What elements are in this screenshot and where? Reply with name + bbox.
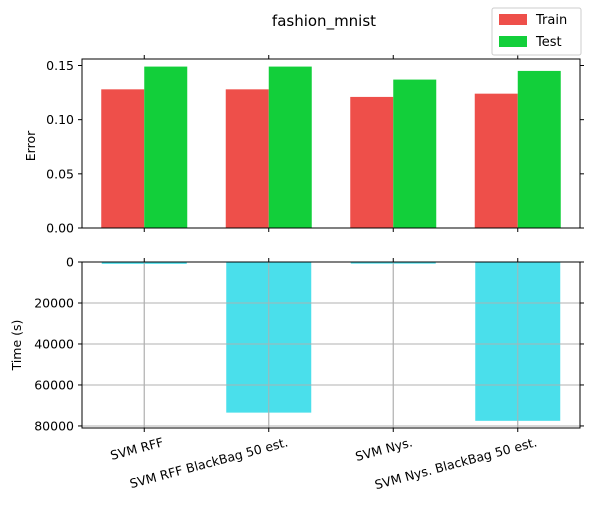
time-axes-frame (81, 261, 581, 429)
time-ytick-label: 0 (66, 255, 74, 270)
bar-train-0 (101, 89, 145, 228)
legend-swatch-test (499, 36, 527, 47)
time-ytick-label: 60000 (34, 377, 74, 392)
chart-title: fashion_mnist (272, 12, 376, 31)
error-ytick-label: 0.10 (46, 112, 74, 127)
bar-test-2 (393, 79, 437, 228)
time-ytick-label: 80000 (34, 418, 74, 433)
error-axes-frame (81, 58, 581, 229)
bar-train-1 (225, 89, 269, 228)
error-ytick-label: 0.00 (46, 221, 74, 236)
error-panel: 0.00 0.05 0.10 0.15 (46, 55, 584, 236)
error-ytick-label: 0.05 (46, 166, 74, 181)
legend-swatch-train (499, 14, 527, 25)
legend: Train Test (491, 7, 582, 56)
xtick-label: SVM Nys. (354, 434, 414, 464)
y-axis-title-time: Time (s) (9, 320, 24, 372)
bar-train-3 (474, 93, 518, 229)
bar-train-2 (350, 96, 394, 229)
bar-test-1 (268, 66, 312, 228)
time-ytick-label: 20000 (34, 295, 74, 310)
bar-test-0 (144, 66, 188, 228)
time-ytick-label: 40000 (34, 336, 74, 351)
legend-label-train: Train (535, 13, 567, 28)
bar-test-3 (517, 70, 561, 229)
xtick-label: SVM RFF (109, 434, 165, 463)
y-axis-title-error: Error (23, 130, 38, 161)
legend-label-test: Test (535, 35, 562, 50)
error-ytick-label: 0.15 (46, 58, 74, 73)
